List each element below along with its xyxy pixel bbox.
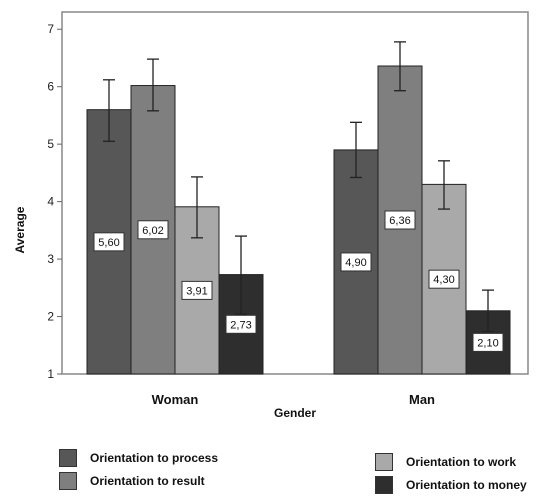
data-labels-group: 5,60 6,02 3,91 2,73 4,90 6,36 4,30 2,10 <box>93 210 504 352</box>
legend-label-result: Orientation to result <box>90 473 205 488</box>
y-tick-label: 7 <box>47 22 54 36</box>
legend-label-money: Orientation to money <box>406 477 527 492</box>
data-label-box <box>472 332 504 352</box>
data-label-box <box>428 269 460 289</box>
data-label: 6,02 <box>142 225 163 237</box>
bar-chart: 1 2 3 4 5 6 7 5,60 6,02 3,91 2,73 4,90 6,36 4,30 2,10… <box>13 11 529 420</box>
data-label: 6,36 <box>389 215 410 227</box>
data-label: 5,60 <box>98 237 119 249</box>
y-tick-label: 1 <box>47 367 54 381</box>
legend-left: Orientation to process Orientation to re… <box>59 446 218 492</box>
x-category-label: Woman <box>152 392 199 407</box>
data-label: 4,30 <box>433 274 454 286</box>
legend-label-process: Orientation to process <box>90 450 219 465</box>
data-label-box <box>384 210 416 230</box>
legend-item-result: Orientation to result <box>59 469 218 492</box>
y-tick-label: 5 <box>47 137 54 151</box>
data-label-box <box>181 280 213 300</box>
legend-swatch-result <box>59 471 77 490</box>
legend-swatch-process <box>59 448 77 467</box>
y-tick-label: 2 <box>47 310 54 324</box>
legend-right: Orientation to work Orientation to money <box>375 450 527 496</box>
x-axis-title: Gender <box>274 406 316 420</box>
legend-item-process: Orientation to process <box>59 446 218 469</box>
data-label: 2,73 <box>230 319 251 331</box>
data-label-box <box>93 232 125 252</box>
x-category-labels: Woman Man <box>152 392 435 407</box>
legend-label-work: Orientation to work <box>406 454 517 469</box>
y-axis-title: Average <box>13 206 27 253</box>
legend-item-money: Orientation to money <box>375 473 527 496</box>
x-category-label: Man <box>409 392 435 407</box>
error-bars-group <box>103 41 494 333</box>
y-tick-label: 3 <box>47 252 54 266</box>
legend-item-work: Orientation to work <box>375 450 527 473</box>
data-label: 4,90 <box>345 257 366 269</box>
y-axis: 1 2 3 4 5 6 7 <box>47 22 62 381</box>
data-label-box <box>137 220 169 240</box>
data-label: 3,91 <box>186 285 207 297</box>
y-tick-label: 4 <box>47 195 54 209</box>
data-label-box <box>225 314 257 334</box>
legend-swatch-money <box>375 475 393 494</box>
legend-swatch-work <box>375 452 393 471</box>
y-tick-label: 6 <box>47 80 54 94</box>
data-label: 2,10 <box>477 337 498 349</box>
data-label-box <box>340 252 372 272</box>
